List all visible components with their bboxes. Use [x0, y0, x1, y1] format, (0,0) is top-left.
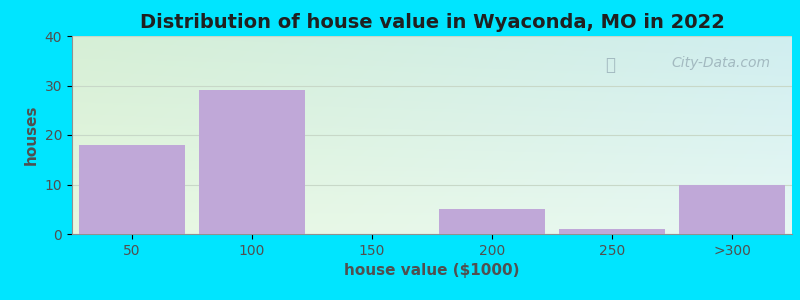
Bar	[559, 229, 665, 234]
Y-axis label: houses: houses	[24, 105, 39, 165]
Bar	[199, 90, 305, 234]
Bar	[679, 184, 785, 234]
X-axis label: house value ($1000): house value ($1000)	[344, 263, 520, 278]
Title: Distribution of house value in Wyaconda, MO in 2022: Distribution of house value in Wyaconda,…	[139, 13, 725, 32]
Text: ⌕: ⌕	[605, 56, 614, 74]
Bar	[439, 209, 545, 234]
Bar	[79, 145, 185, 234]
Text: City-Data.com: City-Data.com	[671, 56, 770, 70]
